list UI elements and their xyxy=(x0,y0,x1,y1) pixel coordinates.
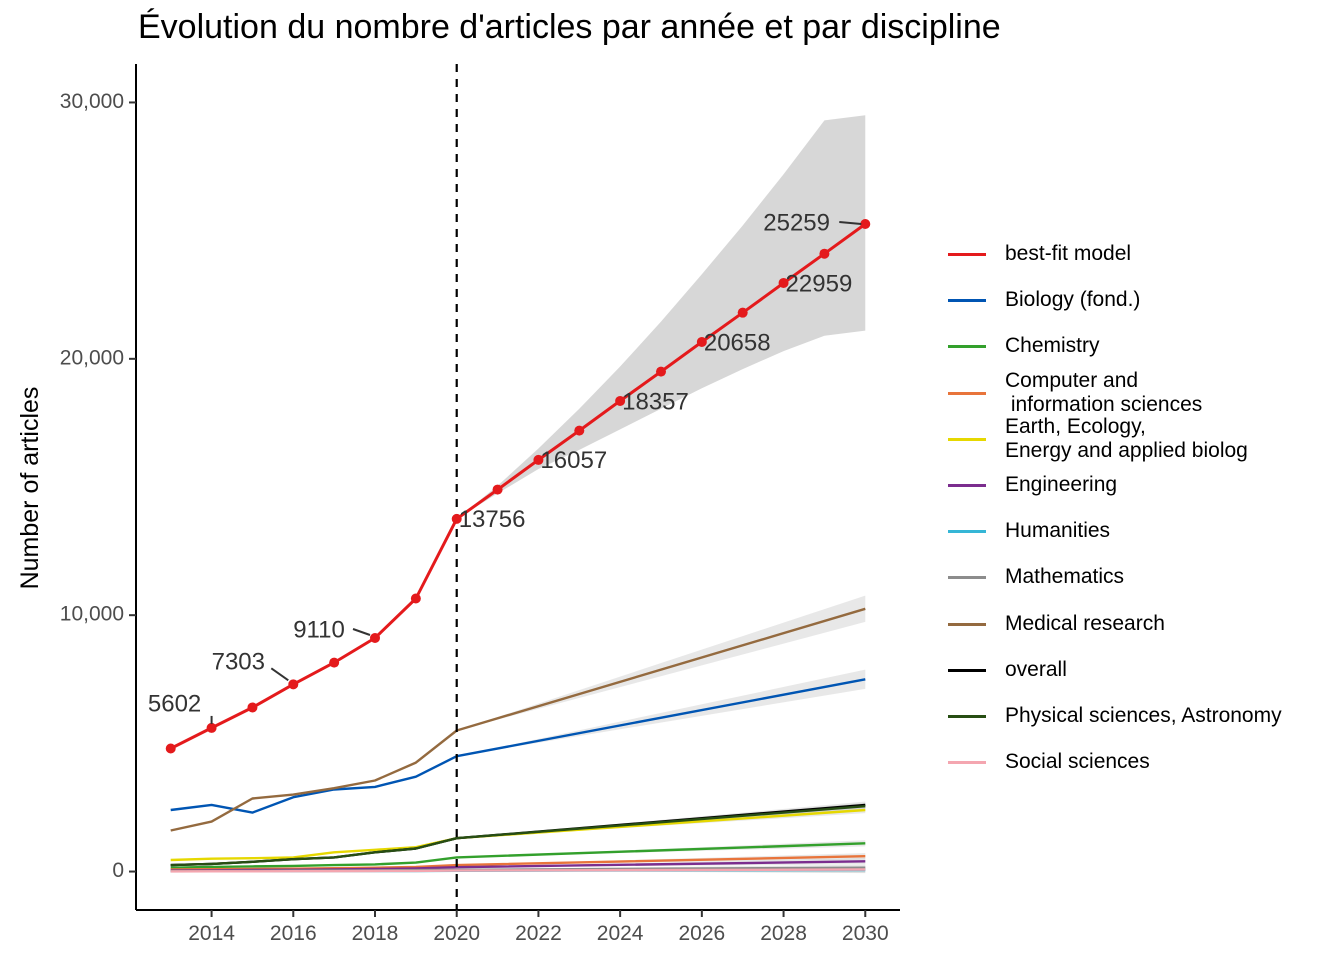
data-label-20658: 20658 xyxy=(704,329,771,356)
legend-label: Medical research xyxy=(1005,611,1165,635)
legend-label: Humanities xyxy=(1005,519,1111,543)
x-tick-label: 2016 xyxy=(270,922,317,945)
data-label-13756: 13756 xyxy=(459,506,526,533)
legend-key xyxy=(948,253,986,256)
legend-label: Mathematics xyxy=(1005,565,1125,589)
data-point xyxy=(410,593,421,604)
data-point xyxy=(615,395,626,406)
data-point xyxy=(206,722,217,733)
data-label-7303: 7303 xyxy=(212,649,265,676)
data-point xyxy=(370,632,381,643)
band-best-fit-model xyxy=(456,115,866,519)
x-tick-label: 2026 xyxy=(678,922,725,945)
data-point xyxy=(655,366,666,377)
data-label-5602: 5602 xyxy=(148,690,201,717)
data-point xyxy=(247,702,258,713)
data-point xyxy=(778,277,789,288)
legend-item-biology-fond: Biology (fond.) xyxy=(948,278,1338,324)
legend-item-mathematics: Mathematics xyxy=(948,555,1338,601)
series-line-best-fit-model xyxy=(170,222,867,750)
legend-item-humanities: Humanities xyxy=(948,509,1338,555)
data-label-22959: 22959 xyxy=(786,270,853,297)
band-physical-sciences-astronomy xyxy=(456,802,866,839)
legend-key xyxy=(948,299,986,303)
data-labels: 5602 7303 9110 13756 16057 18357 20658 22959 252… xyxy=(148,209,862,724)
data-point xyxy=(165,743,176,754)
data-point xyxy=(737,307,748,318)
legend-key xyxy=(948,484,986,487)
label-leader xyxy=(270,667,289,682)
data-point xyxy=(492,484,503,495)
model-points xyxy=(165,218,871,754)
x-tick-label: 2014 xyxy=(188,922,235,945)
legend-item-social-sciences: Social sciences xyxy=(948,740,1338,786)
data-point xyxy=(574,425,585,436)
data-point xyxy=(533,454,544,465)
band-medical-research xyxy=(456,595,866,731)
legend-item-earth-ecology-energy-and-applied-biolog: Earth, Ecology, Energy and applied biolo… xyxy=(948,414,1338,463)
band-biology-fond xyxy=(456,669,866,757)
data-point xyxy=(329,657,340,668)
legend-key xyxy=(948,576,986,580)
x-tick-label: 2028 xyxy=(760,922,807,945)
y-tick-label: 20,000 xyxy=(60,346,124,369)
data-point xyxy=(288,679,299,690)
legend-label: Biology (fond.) xyxy=(1005,288,1141,312)
data-point xyxy=(860,218,871,229)
series-line-earth-ecology-energy-and-applied-biolog xyxy=(170,808,866,862)
x-tick-label: 2030 xyxy=(842,922,889,945)
data-label-16057: 16057 xyxy=(540,447,607,474)
series-lines xyxy=(170,222,867,873)
legend-label: overall xyxy=(1005,657,1067,681)
series-line-medical-research xyxy=(170,607,866,832)
y-tick-label: 30,000 xyxy=(60,90,124,113)
chart-title: Évolution du nombre d'articles par année… xyxy=(138,8,1001,46)
legend-key xyxy=(948,715,986,718)
series-line-chemistry xyxy=(170,842,866,869)
legend-label: Engineering xyxy=(1005,473,1118,496)
y-axis-title: Number of articles xyxy=(16,387,44,590)
legend-item-chemistry: Chemistry xyxy=(948,324,1338,370)
legend-label: Earth, Ecology, Energy and applied biolo… xyxy=(1005,414,1248,462)
data-label-18357: 18357 xyxy=(622,388,689,415)
legend-key xyxy=(948,437,986,441)
legend-label: best-fit model xyxy=(1005,242,1132,265)
legend-item-overall: overall xyxy=(948,648,1338,694)
legend-key xyxy=(948,761,986,765)
series-line-physical-sciences-astronomy xyxy=(170,805,866,867)
legend-key xyxy=(948,345,986,349)
legend-item-best-fit-model: best-fit model xyxy=(948,232,1338,278)
x-tick-label: 2018 xyxy=(352,922,399,945)
x-tick-label: 2022 xyxy=(515,922,562,945)
series-line-biology-fond xyxy=(170,678,866,814)
data-label-25259: 25259 xyxy=(763,209,830,236)
data-point xyxy=(696,336,707,347)
data-point xyxy=(819,248,830,259)
label-leader xyxy=(839,221,862,225)
legend-item-computer-and-information-sciences: Computer and information sciences xyxy=(948,368,1338,417)
label-leader xyxy=(352,628,371,636)
legend-item-medical-research: Medical research xyxy=(948,602,1338,648)
legend-item-physical-sciences-astronomy: Physical sciences, Astronomy xyxy=(948,694,1338,740)
axes: 2014 2016 2018 2020 2022 2024 2026 2028 2030 0 10,… xyxy=(60,64,900,945)
data-point xyxy=(451,513,462,524)
x-tick-label: 2020 xyxy=(433,922,480,945)
legend-label: Physical sciences, Astronomy xyxy=(1005,704,1282,727)
y-tick-label: 10,000 xyxy=(60,603,124,626)
series-line-social-sciences xyxy=(170,868,866,873)
y-tick-label: 0 xyxy=(112,859,124,882)
x-tick-label: 2024 xyxy=(597,922,644,945)
legend-key xyxy=(948,391,986,395)
legend-key xyxy=(948,668,986,672)
legend-item-engineering: Engineering xyxy=(948,463,1338,509)
legend-label: Chemistry xyxy=(1005,334,1100,358)
legend-label: Computer and information sciences xyxy=(1005,368,1203,416)
legend-key xyxy=(948,622,986,626)
data-label-9110: 9110 xyxy=(293,616,345,643)
legend-key xyxy=(948,530,986,534)
legend-label: Social sciences xyxy=(1005,750,1150,774)
